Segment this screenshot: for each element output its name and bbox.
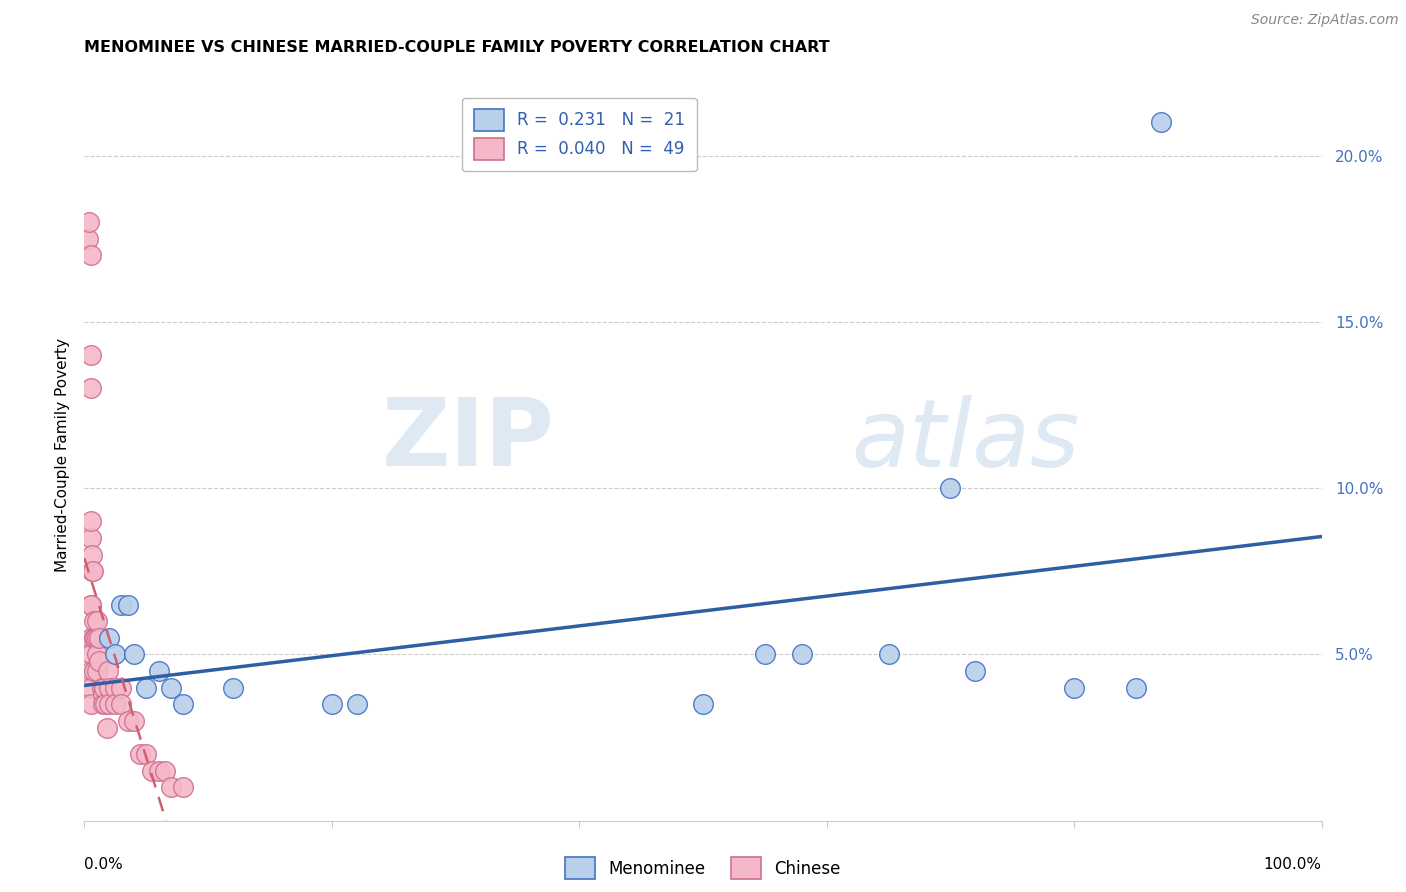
Point [110, 681, 132, 695]
Point [346, 698, 368, 712]
Point [93, 681, 115, 695]
Point [790, 648, 813, 662]
Point [79, 698, 101, 712]
Point [80, 564, 103, 578]
Legend: Menominee, Chinese: Menominee, Chinese [558, 851, 848, 886]
Point [135, 747, 157, 761]
Point [110, 598, 132, 612]
Point [122, 648, 145, 662]
Point [939, 481, 962, 495]
Point [89, 631, 111, 645]
Point [135, 681, 157, 695]
Point [1063, 681, 1085, 695]
Point [754, 648, 776, 662]
Point [79, 598, 101, 612]
Y-axis label: Married-Couple Family Poverty: Married-Couple Family Poverty [55, 338, 70, 572]
Point [79, 681, 101, 695]
Point [148, 764, 170, 778]
Point [153, 764, 176, 778]
Point [98, 631, 121, 645]
Point [94, 698, 117, 712]
Point [79, 515, 101, 529]
Point [83, 664, 105, 678]
Point [692, 698, 714, 712]
Point [122, 714, 145, 728]
Point [160, 681, 183, 695]
Point [877, 648, 900, 662]
Text: 100.0%: 100.0% [1264, 857, 1322, 872]
Point [222, 681, 245, 695]
Point [104, 648, 127, 662]
Point [104, 681, 127, 695]
Point [172, 698, 194, 712]
Point [117, 714, 139, 728]
Point [97, 664, 120, 678]
Point [83, 631, 105, 645]
Point [83, 614, 105, 628]
Text: ZIP: ZIP [381, 394, 554, 486]
Point [1150, 115, 1173, 129]
Point [79, 215, 101, 229]
Point [79, 248, 101, 262]
Point [91, 698, 114, 712]
Point [148, 664, 170, 678]
Point [79, 381, 101, 395]
Point [80, 548, 103, 562]
Point [86, 631, 108, 645]
Text: Source: ZipAtlas.com: Source: ZipAtlas.com [1251, 13, 1399, 28]
Point [965, 664, 987, 678]
Point [172, 780, 194, 795]
Point [89, 654, 111, 668]
Point [86, 614, 108, 628]
Point [79, 531, 101, 545]
Point [129, 747, 152, 761]
Point [79, 631, 101, 645]
Point [86, 648, 108, 662]
Point [91, 687, 114, 701]
Point [79, 648, 101, 662]
Point [321, 698, 343, 712]
Point [1125, 681, 1147, 695]
Point [117, 598, 139, 612]
Point [79, 598, 101, 612]
Point [160, 780, 183, 795]
Point [98, 681, 121, 695]
Point [79, 664, 101, 678]
Text: atlas: atlas [852, 395, 1080, 486]
Point [96, 721, 118, 735]
Point [110, 698, 132, 712]
Point [77, 232, 100, 246]
Text: 0.0%: 0.0% [84, 857, 124, 872]
Point [141, 764, 163, 778]
Point [84, 631, 107, 645]
Point [98, 698, 121, 712]
Point [79, 348, 101, 362]
Point [90, 681, 112, 695]
Point [82, 564, 104, 578]
Point [104, 698, 127, 712]
Text: MENOMINEE VS CHINESE MARRIED-COUPLE FAMILY POVERTY CORRELATION CHART: MENOMINEE VS CHINESE MARRIED-COUPLE FAMI… [84, 40, 830, 55]
Point [86, 664, 108, 678]
